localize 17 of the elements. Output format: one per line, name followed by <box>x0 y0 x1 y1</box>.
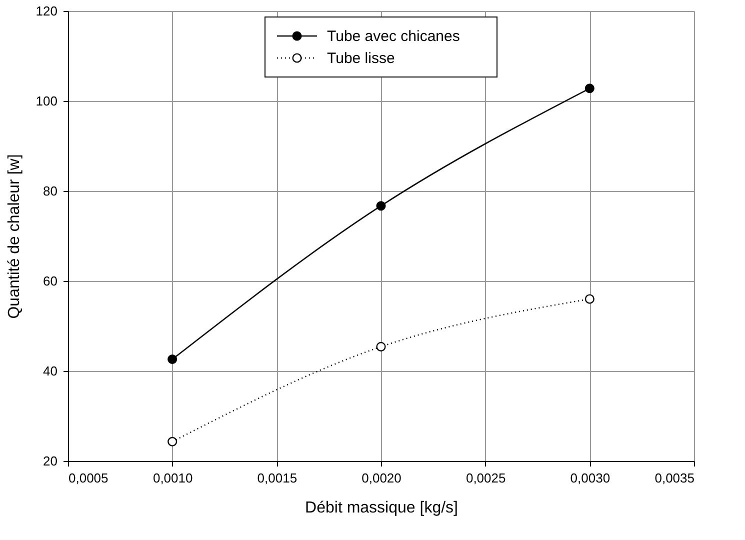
x-tick-label: 0,0020 <box>362 470 402 486</box>
y-tick-label: 100 <box>36 94 58 108</box>
x-tick-label: 0,0030 <box>570 470 610 486</box>
legend-label: Tube lisse <box>327 50 395 67</box>
y-axis-title: Quantité de chaleur [w] <box>6 154 23 319</box>
x-tick-label: 0,0025 <box>466 470 506 486</box>
y-tick-label: 80 <box>43 184 58 198</box>
y-tick-label: 120 <box>36 4 58 18</box>
legend-label: Tube avec chicanes <box>327 28 460 45</box>
x-axis-title: Débit massique [kg/s] <box>305 500 458 516</box>
x-tick-label: 0,0035 <box>654 470 694 486</box>
y-tick-label: 40 <box>43 364 58 378</box>
y-tick-label: 60 <box>43 274 58 288</box>
x-tick-label: 0,0005 <box>68 470 108 486</box>
y-tick-label: 20 <box>43 454 58 468</box>
x-tick-label: 0,0015 <box>257 470 298 486</box>
x-tick-label: 0,0010 <box>152 470 193 486</box>
